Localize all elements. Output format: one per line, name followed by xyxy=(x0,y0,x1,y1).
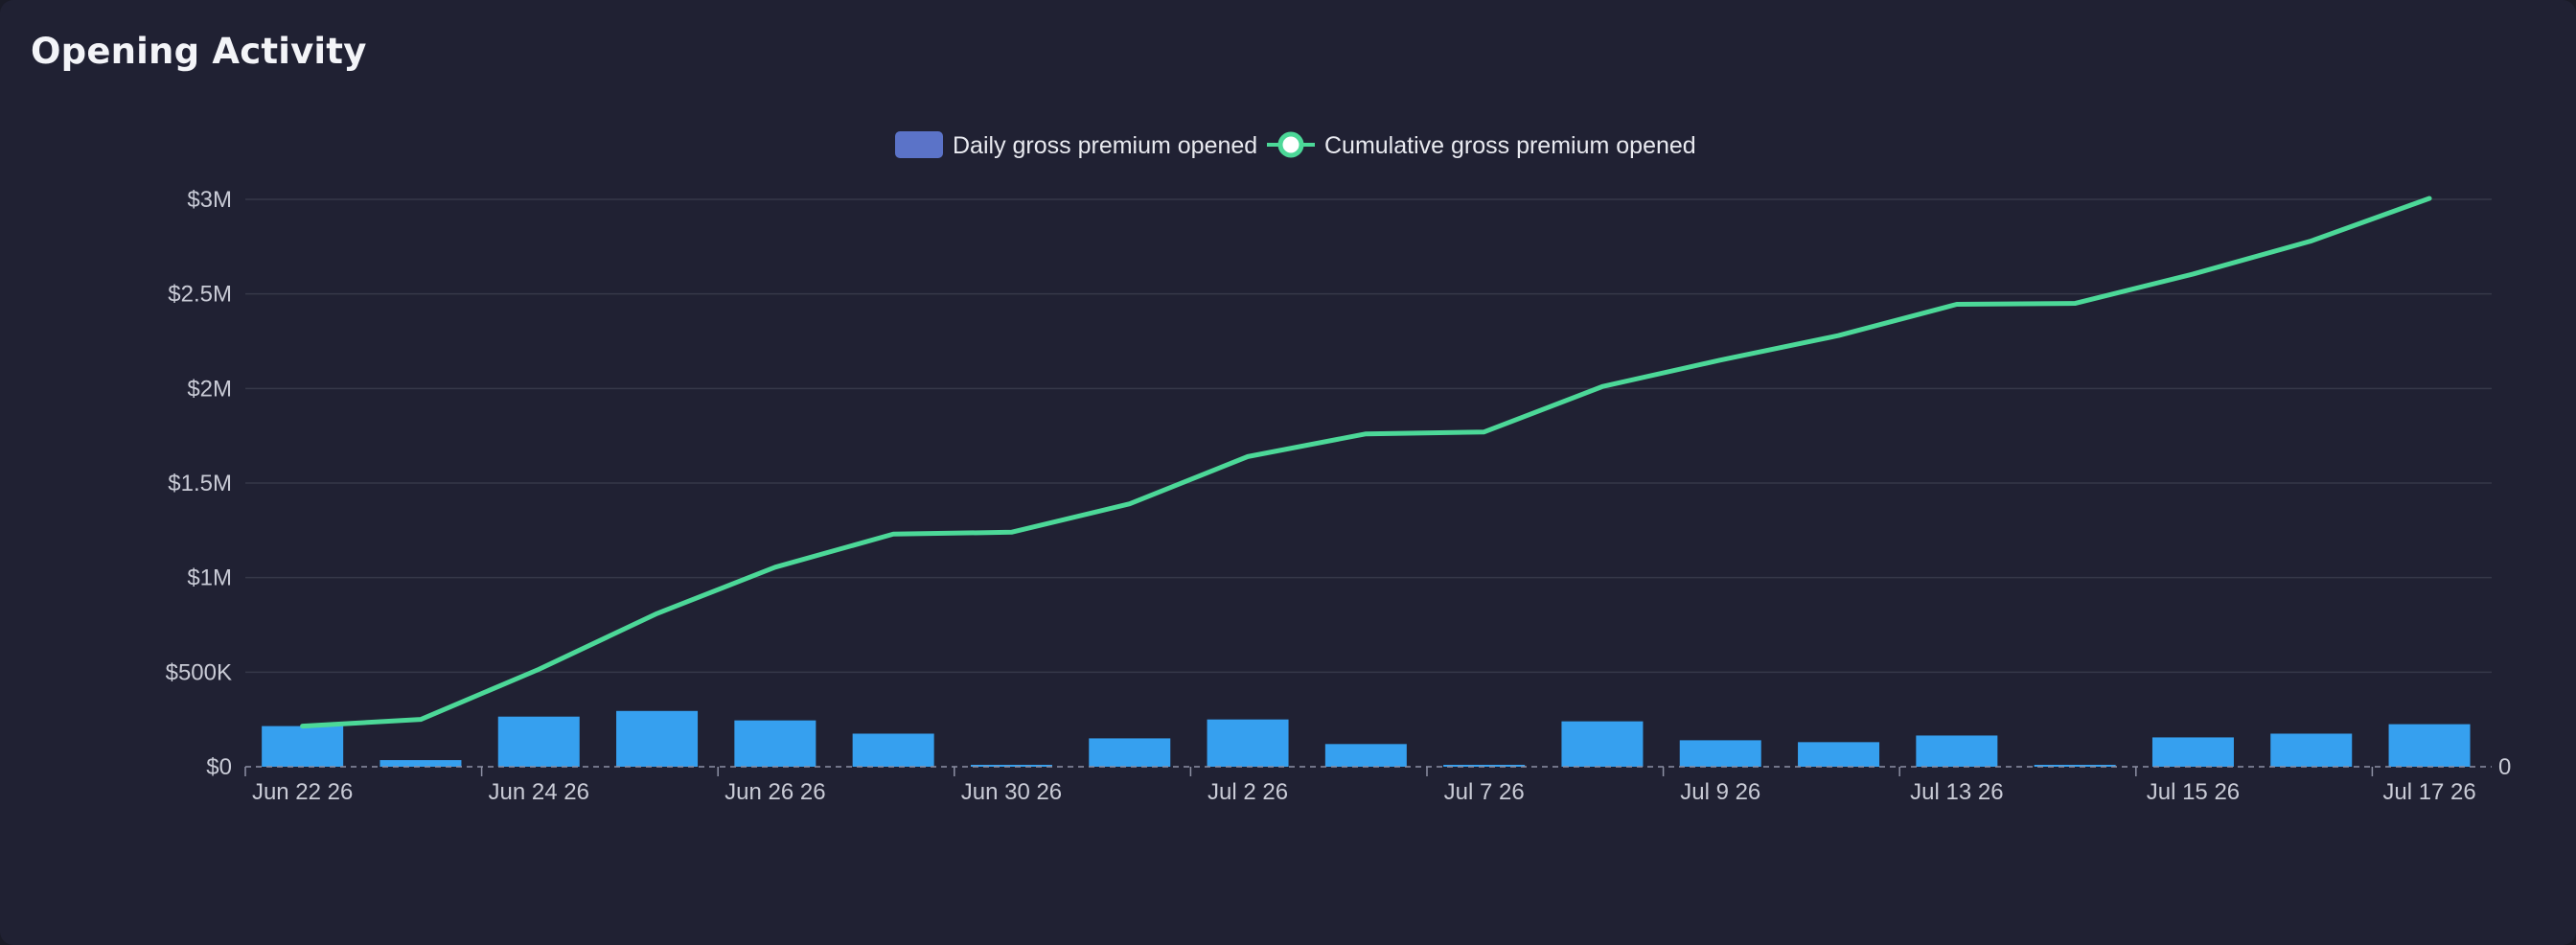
daily-bar xyxy=(1324,744,1407,767)
legend-bar-swatch xyxy=(895,131,943,158)
right-axis-label: 0 xyxy=(2498,754,2511,780)
card-title: Opening Activity xyxy=(31,31,367,72)
x-axis: Jun 22 26 Jun 24 26 Jun 26 26 Jun 30 26 Jul … xyxy=(244,754,2511,805)
x-tick-label: Jun 30 26 xyxy=(961,779,1062,805)
daily-bar xyxy=(616,710,699,767)
x-tick-label: Jul 15 26 xyxy=(2147,779,2240,805)
x-tick-label: Jul 2 26 xyxy=(1208,779,1288,805)
x-tick-label: Jul 13 26 xyxy=(1910,779,2003,805)
daily-bar xyxy=(1561,721,1644,767)
daily-bars xyxy=(262,710,2471,767)
daily-bar xyxy=(852,733,934,767)
y-tick-label: $2M xyxy=(187,376,232,402)
legend-line-marker xyxy=(1277,131,1304,158)
x-tick-label: Jul 9 26 xyxy=(1680,779,1760,805)
y-tick-label: $1M xyxy=(187,565,232,591)
daily-bar xyxy=(2034,765,2116,767)
x-tick-label: Jun 22 26 xyxy=(252,779,353,805)
daily-bar xyxy=(1443,765,1526,767)
daily-bar xyxy=(1679,740,1761,767)
daily-bar xyxy=(2388,724,2471,767)
chart-legend: Daily gross premium opened Cumulative gro… xyxy=(895,131,1696,159)
legend-label-daily: Daily gross premium opened xyxy=(953,132,1257,159)
daily-bar xyxy=(2270,733,2353,767)
cumulative-line-path xyxy=(300,196,2432,729)
grid-lines xyxy=(245,198,2492,674)
daily-bar xyxy=(1916,735,1998,767)
x-tick-label: Jul 7 26 xyxy=(1444,779,1525,805)
y-tick-label: $500K xyxy=(166,659,232,685)
x-tick-label: Jun 26 26 xyxy=(724,779,825,805)
daily-bar xyxy=(970,765,1052,767)
daily-bar xyxy=(497,716,580,767)
y-tick-label: $0 xyxy=(206,754,232,780)
cumulative-line xyxy=(300,196,2432,729)
daily-bar xyxy=(380,760,462,767)
x-tick-label: Jul 17 26 xyxy=(2382,779,2475,805)
y-tick-label: $3M xyxy=(187,187,232,213)
daily-bar xyxy=(734,720,816,767)
daily-bar xyxy=(262,726,344,767)
legend-label-cumulative: Cumulative gross premium opened xyxy=(1324,132,1696,159)
daily-bar xyxy=(1089,738,1171,767)
y-axis: $0 $500K $1M $1.5M $2M $2.5M $3M xyxy=(166,187,232,780)
x-tick-label: Jun 24 26 xyxy=(489,779,589,805)
daily-bar xyxy=(2151,737,2234,767)
y-tick-label: $2.5M xyxy=(168,282,232,308)
daily-bar xyxy=(1798,742,1880,767)
daily-bar xyxy=(1207,719,1289,767)
y-tick-label: $1.5M xyxy=(168,471,232,496)
